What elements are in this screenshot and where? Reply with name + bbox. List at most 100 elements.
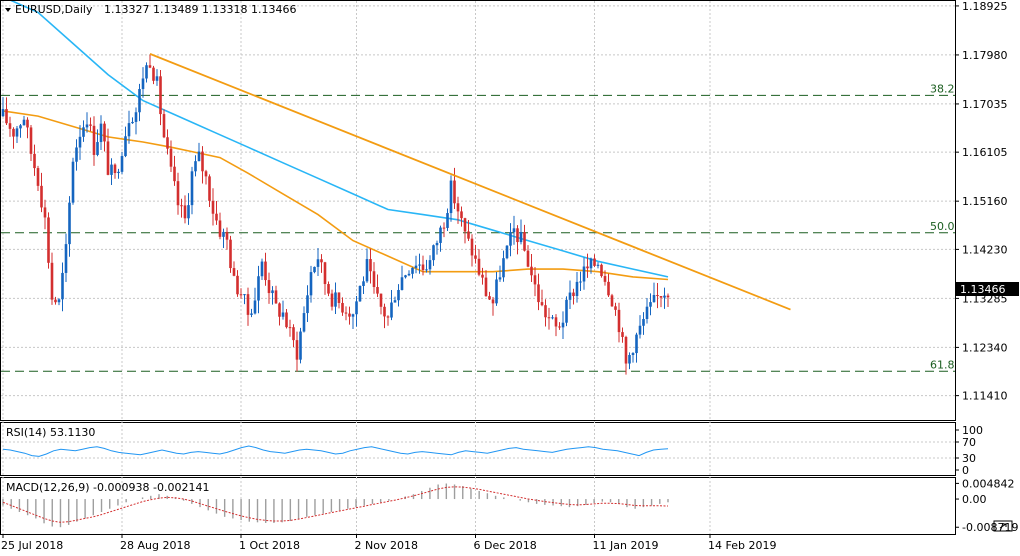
- candle-body: [250, 313, 253, 315]
- candle-body: [351, 314, 355, 317]
- dropdown-triangle-icon[interactable]: [5, 8, 11, 12]
- candle-body: [103, 123, 106, 142]
- candle-body: [239, 294, 243, 296]
- candle-body: [565, 299, 568, 323]
- candle-body: [299, 331, 302, 360]
- date-tick-label: 2 Nov 2018: [355, 539, 418, 552]
- candle-body: [152, 67, 155, 81]
- candle-body: [372, 271, 376, 288]
- candle-body: [383, 306, 386, 317]
- symbol-label: EURUSD,Daily: [15, 3, 93, 16]
- scale-toggle-icon[interactable]: [993, 520, 1013, 532]
- candle-body: [446, 213, 449, 228]
- candle-body: [194, 161, 197, 172]
- candle-body: [607, 281, 610, 296]
- candle-body: [561, 322, 565, 328]
- macd-label: MACD(12,26,9) -0.000938 -0.002141: [6, 481, 209, 494]
- rsi-tick-label: 70: [962, 436, 976, 449]
- candle-body: [344, 312, 348, 314]
- candle-body: [334, 292, 337, 307]
- candle-body: [225, 231, 229, 240]
- rsi-tick-label: 100: [962, 424, 983, 437]
- candle-body: [36, 168, 40, 186]
- candle-body: [75, 147, 78, 162]
- candle-body: [47, 217, 50, 263]
- candle-body: [603, 276, 607, 282]
- candle-body: [593, 258, 596, 266]
- candle-body: [442, 227, 446, 229]
- candle-body: [537, 284, 540, 303]
- candle-body: [96, 142, 99, 155]
- candle-body: [320, 259, 323, 263]
- candle-body: [26, 119, 29, 128]
- candle-body: [120, 156, 124, 172]
- macd-tick-label: -0.008719: [962, 521, 1018, 534]
- price-tick-label: 1.14230: [962, 243, 1008, 256]
- arrow-icon: [999, 523, 1007, 529]
- candle-body: [89, 124, 92, 126]
- candle-body: [211, 200, 215, 214]
- candle-body: [292, 327, 295, 341]
- candle-body: [348, 313, 351, 317]
- candle-body: [477, 258, 481, 275]
- candle-body: [390, 302, 393, 318]
- candle-body: [432, 245, 435, 261]
- candle-body: [407, 273, 411, 276]
- macd-tick-label: 0.004842: [962, 477, 1015, 490]
- candle-body: [488, 296, 491, 300]
- candle-body: [187, 205, 190, 219]
- candle-body: [92, 125, 96, 155]
- candle-body: [474, 255, 477, 259]
- macd-panel: [0, 477, 956, 535]
- candle-body: [145, 65, 148, 79]
- candle-body: [579, 281, 582, 283]
- candle-body: [141, 78, 145, 90]
- candle-body: [341, 302, 344, 313]
- candle-body: [232, 268, 236, 276]
- candle-body: [5, 109, 8, 124]
- candle-body: [481, 274, 484, 278]
- candle-body: [600, 264, 603, 277]
- candle-body: [78, 136, 82, 148]
- candle-body: [649, 302, 652, 307]
- candle-body: [222, 231, 225, 237]
- macd-tick-label: 0.00: [962, 493, 987, 506]
- price-tick-label: 1.12340: [962, 341, 1008, 354]
- candle-body: [386, 316, 390, 318]
- candle-body: [498, 277, 502, 280]
- candle-body: [271, 290, 274, 294]
- candle-body: [628, 355, 631, 364]
- sma_slow-line: [10, 1, 669, 278]
- candle-body: [316, 259, 320, 267]
- candle-body: [110, 164, 113, 175]
- current-price-label: 1.13466: [960, 283, 1006, 296]
- candle-body: [547, 317, 551, 319]
- candle-body: [484, 277, 488, 297]
- candle-body: [99, 123, 103, 143]
- candle-body: [362, 281, 365, 286]
- candle-body: [449, 180, 453, 214]
- candle-body: [1, 109, 5, 117]
- candle-body: [54, 299, 57, 303]
- trendline: [149, 53, 791, 311]
- candle-body: [659, 296, 663, 298]
- candle-body: [278, 303, 281, 317]
- candle-body: [663, 295, 666, 298]
- candle-body: [638, 325, 642, 335]
- candle-body: [463, 218, 467, 232]
- moving-averages: [2, 1, 669, 281]
- candle-body: [148, 65, 152, 68]
- candle-body: [330, 293, 334, 307]
- candle-body: [19, 125, 22, 129]
- candle-body: [246, 294, 250, 315]
- candle-body: [176, 181, 180, 206]
- date-tick-label: 1 Oct 2018: [239, 539, 300, 552]
- candle-body: [257, 276, 260, 301]
- price-tick-label: 1.15160: [962, 195, 1008, 208]
- candle-body: [379, 293, 383, 307]
- candle-body: [610, 295, 614, 307]
- candle-body: [113, 164, 117, 174]
- candle-body: [8, 123, 12, 129]
